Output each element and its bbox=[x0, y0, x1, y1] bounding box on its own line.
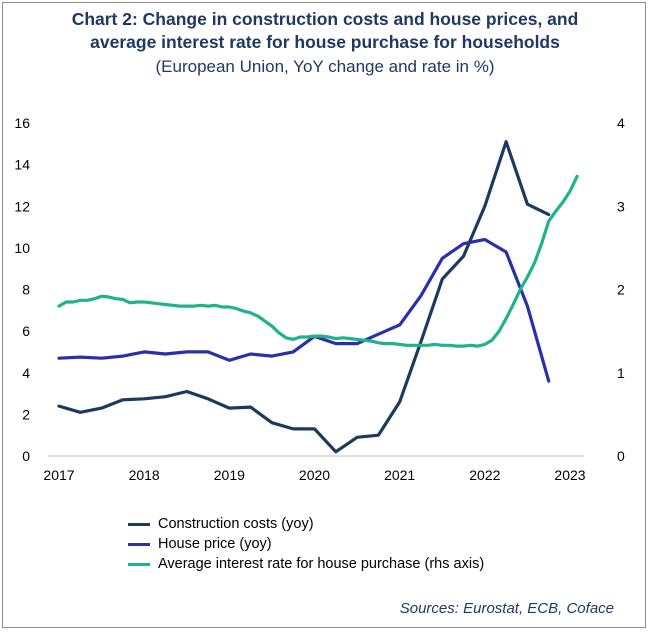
y-left-tick-label: 0 bbox=[22, 448, 30, 464]
legend-item-construction: Construction costs (yoy) bbox=[128, 514, 484, 534]
legend-label-interest-rate: Average interest rate for house purchase… bbox=[158, 556, 485, 572]
legend-swatch-interest-rate bbox=[128, 562, 150, 566]
x-tick-label: 2019 bbox=[214, 467, 245, 483]
legend: Construction costs (yoy) House price (yo… bbox=[128, 514, 484, 574]
x-tick-label: 2023 bbox=[554, 467, 585, 483]
construction-costs-line bbox=[57, 140, 551, 454]
y-left-tick-label: 4 bbox=[22, 365, 30, 381]
legend-label-house-price: House price (yoy) bbox=[158, 536, 272, 552]
y-right-tick-label: 2 bbox=[617, 282, 625, 298]
chart-title-line-2: average interest rate for house purchase… bbox=[90, 32, 560, 52]
chart-subtitle: (European Union, YoY change and rate in … bbox=[155, 57, 495, 76]
x-tick-label: 2021 bbox=[384, 467, 415, 483]
x-tick-label: 2017 bbox=[43, 467, 74, 483]
legend-swatch-construction bbox=[128, 522, 150, 526]
source-note: Sources: Eurostat, ECB, Coface bbox=[399, 600, 614, 617]
y-right-tick-label: 1 bbox=[617, 365, 625, 381]
y-left-tick-label: 6 bbox=[22, 323, 30, 339]
y-left-tick-label: 10 bbox=[14, 240, 30, 256]
y-right-tick-label: 3 bbox=[617, 198, 625, 214]
y-left-tick-label: 16 bbox=[14, 115, 30, 131]
house-price-line bbox=[57, 237, 551, 383]
legend-label-construction: Construction costs (yoy) bbox=[158, 516, 314, 532]
y-right-tick-label: 4 bbox=[617, 115, 625, 131]
series-lines bbox=[57, 140, 579, 454]
x-tick-label: 2018 bbox=[129, 467, 160, 483]
y-left-tick-label: 12 bbox=[14, 198, 30, 214]
y-left-tick-label: 14 bbox=[14, 157, 30, 173]
y-right-tick-label: 0 bbox=[617, 448, 625, 464]
x-tick-label: 2020 bbox=[299, 467, 330, 483]
chart-title-line-1: Chart 2: Change in construction costs an… bbox=[71, 9, 579, 29]
y-left-tick-label: 2 bbox=[22, 406, 30, 422]
interest-rate-line bbox=[57, 174, 579, 348]
legend-item-house-price: House price (yoy) bbox=[128, 534, 484, 554]
chart-title: Chart 2: Change in construction costs an… bbox=[0, 8, 650, 54]
x-tick-label: 2022 bbox=[469, 467, 500, 483]
legend-item-interest-rate: Average interest rate for house purchase… bbox=[128, 554, 484, 574]
y-left-tick-label: 8 bbox=[22, 282, 30, 298]
legend-swatch-house-price bbox=[128, 542, 150, 546]
